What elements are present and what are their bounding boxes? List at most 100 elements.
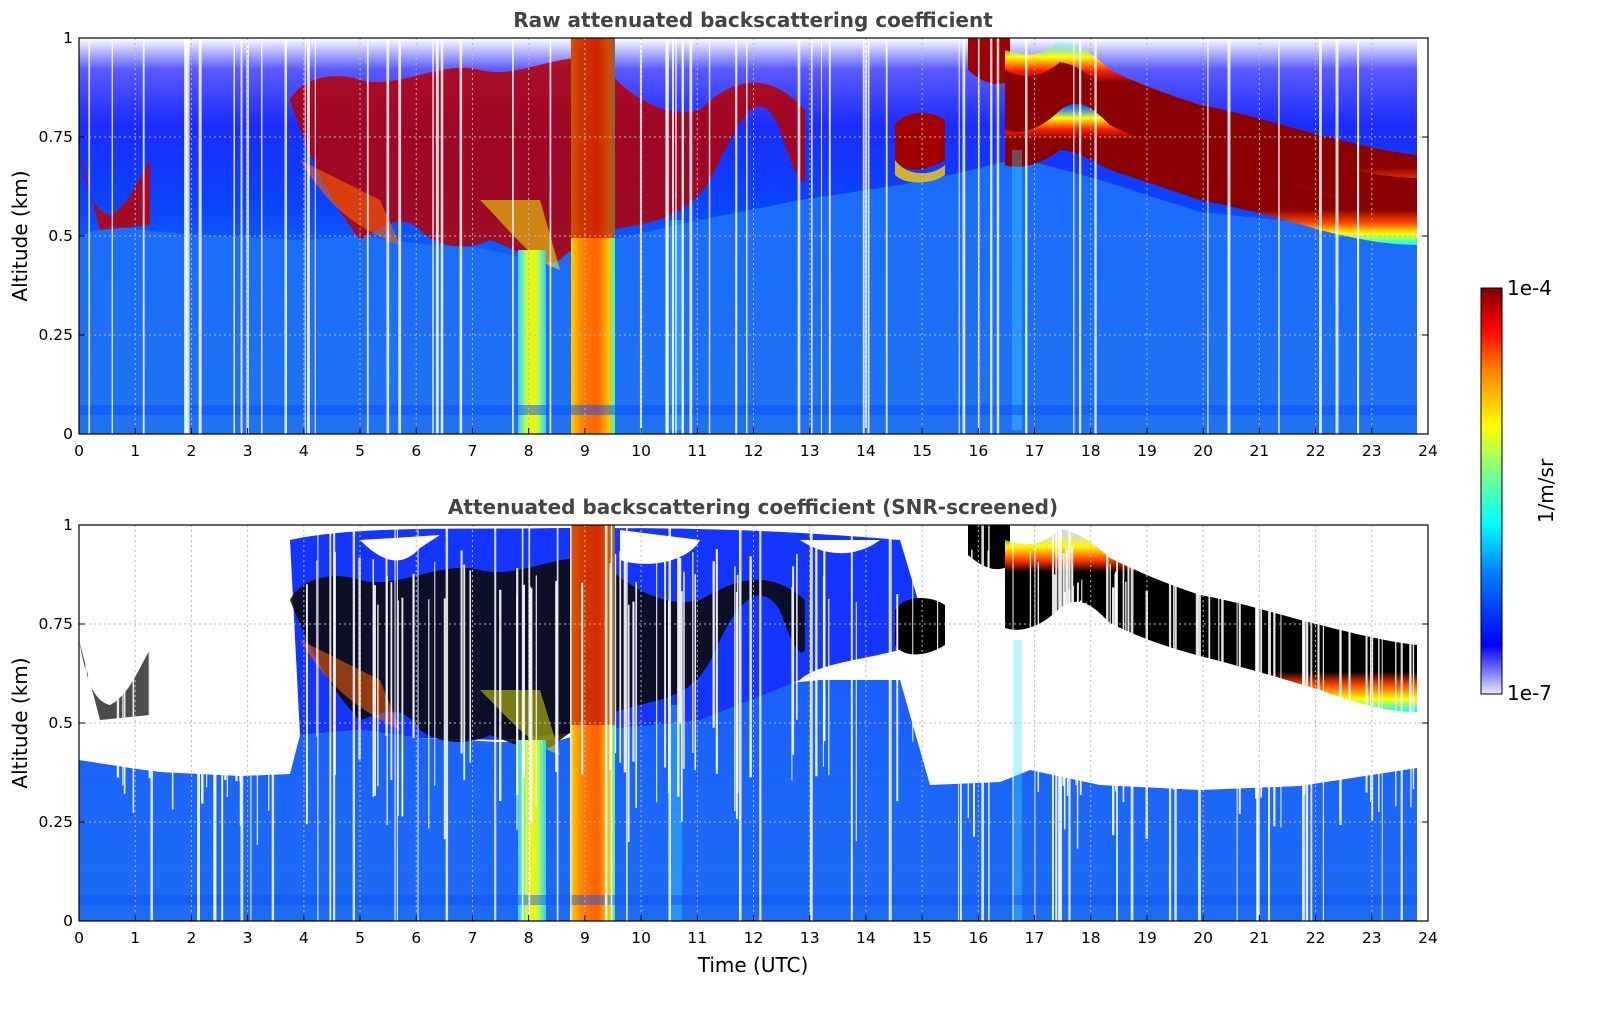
gap-stripe-screened-7 bbox=[1012, 525, 1014, 921]
gap-stripe-screened-52 bbox=[1307, 525, 1309, 921]
screened-stripe-103 bbox=[823, 547, 826, 742]
screened-stripe-83 bbox=[1255, 564, 1258, 799]
screened-stripe-85 bbox=[1365, 580, 1368, 793]
screened-stripe-116 bbox=[401, 597, 404, 817]
screened-stripe-16 bbox=[148, 603, 151, 779]
screened-stripe-61 bbox=[948, 567, 952, 737]
screened-stripe-3 bbox=[664, 556, 667, 768]
gap-stripe-raw-0 bbox=[735, 38, 738, 434]
gap-stripe-screened-31 bbox=[981, 525, 984, 921]
x-tick-label-raw-3: 3 bbox=[243, 442, 253, 460]
screened-stripe-72 bbox=[1269, 562, 1271, 756]
x-tick-label-raw-6: 6 bbox=[411, 442, 421, 460]
y-tick-label-screened-4: 1 bbox=[63, 516, 73, 534]
screened-stripe-75 bbox=[973, 601, 975, 837]
screened-stripe-91 bbox=[937, 552, 939, 781]
x-tick-label-raw-22: 22 bbox=[1306, 442, 1326, 460]
screened-stripe-129 bbox=[535, 575, 537, 806]
x-tick-label-screened-21: 21 bbox=[1250, 929, 1270, 947]
x-tick-label-raw-12: 12 bbox=[744, 442, 764, 460]
screened-stripe-29 bbox=[1395, 557, 1397, 807]
screened-stripe-108 bbox=[680, 591, 683, 822]
y-tick-label-raw-0: 0 bbox=[63, 425, 73, 443]
screened-stripe-63 bbox=[971, 549, 973, 749]
gap-stripe-raw-36 bbox=[440, 38, 444, 434]
gap-stripe-raw-26 bbox=[260, 38, 263, 434]
screened-stripe-31 bbox=[316, 560, 318, 737]
screened-stripe-41 bbox=[224, 561, 227, 781]
screened-stripe-23 bbox=[122, 572, 124, 786]
screened-stripe-92 bbox=[116, 545, 120, 778]
screened-stripe-99 bbox=[828, 598, 830, 776]
screened-stripe-121 bbox=[1173, 554, 1175, 790]
y-tick-label-screened-0: 0 bbox=[63, 912, 73, 930]
screened-stripe-18 bbox=[815, 548, 818, 777]
screened-stripe-122 bbox=[683, 571, 685, 769]
screened-stripe-136 bbox=[993, 582, 997, 623]
gap-stripe-raw-16 bbox=[306, 38, 310, 434]
screened-stripe-134 bbox=[206, 553, 208, 788]
screened-stripe-37 bbox=[333, 551, 336, 775]
x-tick-label-screened-19: 19 bbox=[1137, 929, 1157, 947]
screened-stripe-32 bbox=[1065, 546, 1068, 778]
screened-stripe-11 bbox=[995, 595, 998, 636]
screened-stripe-96 bbox=[1075, 603, 1077, 786]
x-tick-label-screened-11: 11 bbox=[687, 929, 707, 947]
gap-stripe-screened-24 bbox=[958, 525, 960, 921]
screened-stripe-65 bbox=[855, 602, 857, 842]
x-tick-label-screened-13: 13 bbox=[800, 929, 820, 947]
screened-stripe-45 bbox=[373, 585, 376, 796]
screened-stripe-33 bbox=[619, 550, 622, 763]
screened-stripe-34 bbox=[201, 577, 204, 804]
gap-stripe-raw-34 bbox=[432, 38, 434, 434]
x-tick-label-screened-7: 7 bbox=[468, 929, 478, 947]
x-tick-label-screened-10: 10 bbox=[631, 929, 651, 947]
screened-stripe-56 bbox=[656, 560, 658, 803]
screened-stripe-42 bbox=[1066, 549, 1069, 796]
screened-stripe-117 bbox=[87, 563, 90, 729]
screened-stripe-80 bbox=[792, 566, 795, 755]
x-tick-label-raw-11: 11 bbox=[687, 442, 707, 460]
screened-stripe-25 bbox=[397, 600, 399, 816]
gap-stripe-raw-2 bbox=[672, 38, 675, 434]
screened-stripe-7 bbox=[791, 587, 793, 781]
gap-stripe-screened-20 bbox=[1381, 525, 1383, 921]
x-tick-label-raw-21: 21 bbox=[1250, 442, 1270, 460]
screened-stripe-102 bbox=[85, 558, 87, 747]
y-tick-label-screened-1: 0.25 bbox=[38, 813, 73, 831]
gap-stripe-raw-24 bbox=[885, 38, 888, 434]
gap-stripe-screened-17 bbox=[850, 525, 853, 921]
gap-stripe-raw-58 bbox=[797, 38, 801, 434]
gap-stripe-screened-21 bbox=[1236, 525, 1238, 921]
gap-stripe-screened-15 bbox=[1310, 525, 1313, 921]
screened-stripe-48 bbox=[522, 584, 526, 777]
screened-stripe-125 bbox=[1195, 585, 1199, 782]
x-tick-label-raw-0: 0 bbox=[74, 442, 84, 460]
screened-stripe-115 bbox=[1106, 547, 1109, 783]
screened-stripe-35 bbox=[1280, 587, 1282, 828]
screened-stripe-139 bbox=[1076, 601, 1079, 849]
x-tick-label-screened-16: 16 bbox=[968, 929, 988, 947]
screened-stripe-5 bbox=[912, 563, 914, 742]
screened-stripe-79 bbox=[555, 580, 558, 772]
screened-stripe-74 bbox=[609, 563, 612, 770]
x-tick-label-raw-8: 8 bbox=[524, 442, 534, 460]
gap-stripe-screened-59 bbox=[317, 525, 319, 921]
gap-stripe-raw-30 bbox=[1357, 38, 1359, 434]
panel-screened: 0 1 2 3 4 5 6 7 8 9 10 11 12 13 14 15 16 17 18 19 20 21 22 23 24… bbox=[8, 495, 1438, 977]
x-tick-label-screened-18: 18 bbox=[1081, 929, 1101, 947]
gap-stripe-screened-0 bbox=[1055, 525, 1058, 921]
gap-stripe-raw-4 bbox=[867, 38, 870, 434]
screened-stripe-62 bbox=[987, 550, 989, 591]
x-tick-label-screened-14: 14 bbox=[856, 929, 876, 947]
gap-stripe-screened-8 bbox=[521, 525, 524, 921]
title-raw: Raw attenuated backscattering coefficien… bbox=[513, 8, 993, 32]
x-tick-label-raw-14: 14 bbox=[856, 442, 876, 460]
x-tick-label-screened-6: 6 bbox=[411, 929, 421, 947]
gap-stripe-screened-32 bbox=[556, 525, 559, 921]
y-tick-label-raw-3: 0.75 bbox=[38, 128, 73, 146]
screened-stripe-87 bbox=[628, 604, 630, 843]
colorbar-min-label: 1e-7 bbox=[1507, 681, 1552, 705]
screened-stripe-73 bbox=[735, 592, 738, 819]
screened-stripe-40 bbox=[268, 584, 270, 811]
